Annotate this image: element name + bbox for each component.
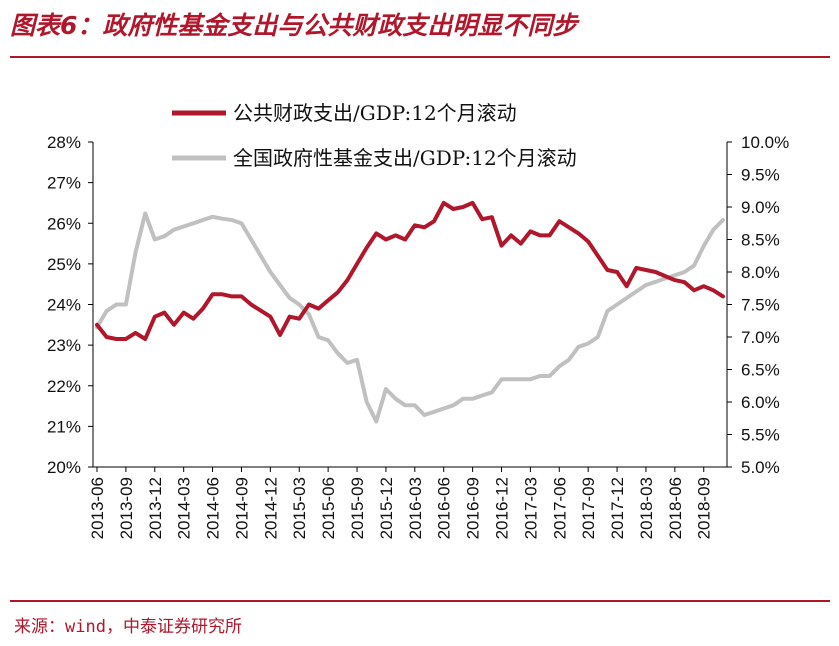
legend-item-fund-expenditure-label: 全国政府性基金支出/GDP:12个月滚动 [233, 146, 577, 170]
source-note: 来源：wind，中泰证券研究所 [14, 617, 242, 637]
x-tick-label: 2015-09 [348, 477, 367, 539]
right-tick-label: 7.5% [741, 296, 780, 315]
x-tick-label: 2013-09 [117, 477, 136, 539]
x-tick-label: 2018-06 [666, 477, 685, 539]
left-tick-label: 22% [47, 377, 81, 396]
x-tick-label: 2014-09 [232, 477, 251, 539]
x-tick-label: 2017-12 [608, 477, 627, 539]
series-layer [95, 200, 725, 424]
x-tick-label: 2014-12 [261, 477, 280, 539]
right-tick-label: 6.5% [741, 361, 780, 380]
x-tick-label: 2015-12 [377, 477, 396, 539]
x-tick-label: 2016-06 [435, 477, 454, 539]
right-tick-label: 9.5% [741, 166, 780, 185]
legend-item-public-expenditure-label: 公共财政支出/GDP:12个月滚动 [233, 101, 517, 125]
x-tick-label: 2017-06 [550, 477, 569, 539]
left-tick-label: 21% [47, 417, 81, 436]
x-tick-label: 2016-03 [406, 477, 425, 539]
footer-rule [10, 600, 830, 602]
series-line-public-expenditure [95, 200, 725, 341]
chart-title: 图表6：政府性基金支出与公共财政支出明显不同步 [10, 11, 578, 40]
right-tick-label: 5.5% [741, 426, 780, 445]
left-tick-label: 28% [47, 133, 81, 152]
right-tick-label: 7.0% [741, 328, 780, 347]
x-tick-label: 2016-12 [492, 477, 511, 539]
x-tick-label: 2018-03 [637, 477, 656, 539]
x-tick-label: 2017-09 [579, 477, 598, 539]
left-tick-label: 23% [47, 336, 81, 355]
line-chart: 20% 21% 22% 23% 24% 25% 26% 27% 28% 5.0% 5.5% 6.0% 6… [47, 101, 789, 539]
right-tick-label: 8.0% [741, 263, 780, 282]
x-tick-label: 2015-03 [290, 477, 309, 539]
x-tick-label: 2016-09 [464, 477, 483, 539]
right-tick-label: 8.5% [741, 231, 780, 250]
x-tick-label: 2018-09 [695, 477, 714, 539]
left-tick-label: 27% [47, 174, 81, 193]
left-tick-label: 20% [47, 458, 81, 477]
left-tick-label: 24% [47, 296, 81, 315]
title-rule [10, 56, 830, 58]
right-tick-label: 6.0% [741, 393, 780, 412]
axes-layer: 20% 21% 22% 23% 24% 25% 26% 27% 28% 5.0% 5.5% 6.0% 6… [47, 133, 789, 539]
x-tick-label: 2014-03 [175, 477, 194, 539]
x-tick-label: 2013-06 [88, 477, 107, 539]
right-tick-label: 9.0% [741, 198, 780, 217]
x-tick-label: 2013-12 [146, 477, 165, 539]
right-tick-label: 10.0% [741, 133, 789, 152]
right-tick-label: 5.0% [741, 458, 780, 477]
series-line-fund-expenditure [95, 211, 725, 424]
x-tick-label: 2014-06 [204, 477, 223, 539]
left-tick-label: 26% [47, 214, 81, 233]
x-tick-label: 2015-06 [319, 477, 338, 539]
left-tick-label: 25% [47, 255, 81, 274]
x-tick-label: 2017-03 [521, 477, 540, 539]
